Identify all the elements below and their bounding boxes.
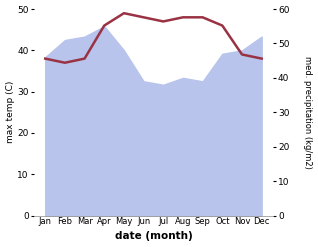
Y-axis label: max temp (C): max temp (C) bbox=[5, 81, 15, 144]
X-axis label: date (month): date (month) bbox=[114, 231, 192, 242]
Y-axis label: med. precipitation (kg/m2): med. precipitation (kg/m2) bbox=[303, 56, 313, 169]
